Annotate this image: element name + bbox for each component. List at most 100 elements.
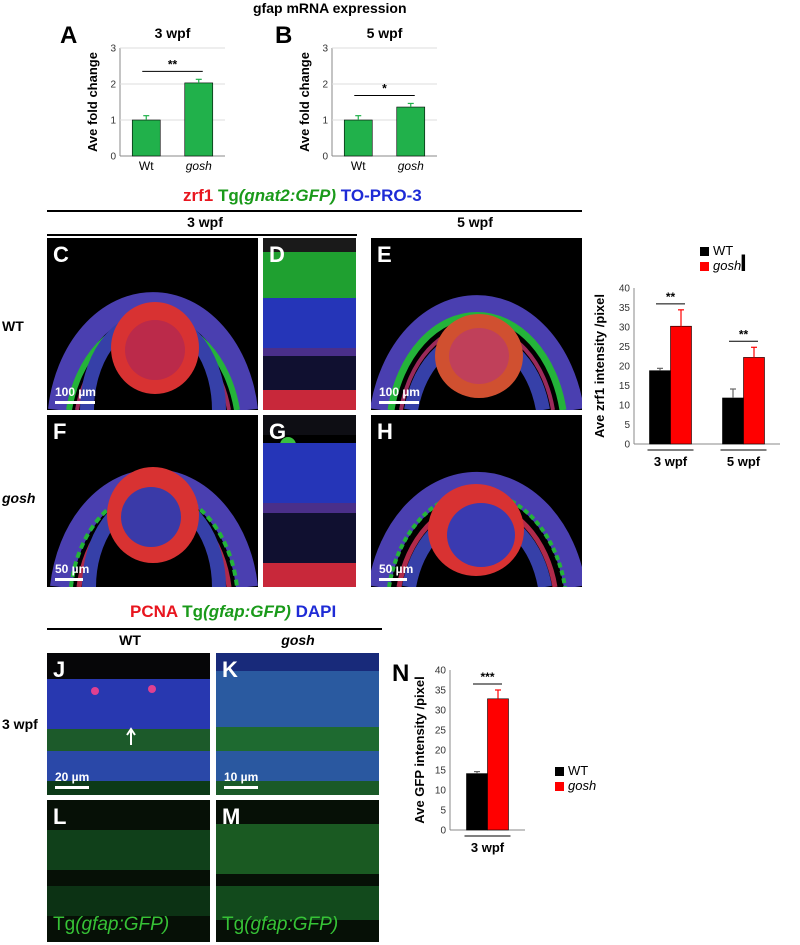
y-tick-label: 30 (435, 706, 447, 717)
y-tick-label: 2 (322, 80, 328, 91)
divider-line-3wpf (47, 234, 357, 236)
col-label-wt: WT (119, 632, 141, 648)
y-tick-label: 0 (624, 440, 630, 451)
y-tick-label: 20 (435, 746, 447, 757)
chart-title-a: 3 wpf (155, 25, 191, 41)
scale-text-f: 50 µm (55, 562, 90, 576)
legend-i: WT gosh (700, 243, 741, 273)
chart-title-b: 5 wpf (367, 25, 403, 41)
header-5wpf: 5 wpf (457, 214, 493, 230)
legend-n-gosh-label: gosh (568, 778, 597, 793)
stain-tg-2: Tg (182, 602, 204, 621)
overlay-m-tg: Tg (222, 914, 245, 935)
stain-topro: TO-PRO-3 (340, 186, 422, 205)
legend-i-wt: WT (700, 243, 741, 258)
overlay-label-l: Tg(gfap:GFP) (53, 914, 169, 936)
x-tick-label: 3 wpf (471, 840, 505, 855)
significance-marker: *** (480, 670, 494, 684)
bar (396, 106, 426, 157)
y-tick-label: 5 (440, 806, 446, 817)
divider-line-bottom (47, 628, 382, 630)
panel-label-d: D (269, 242, 285, 267)
y-tick-label: 25 (435, 726, 447, 737)
y-tick-label: 35 (619, 303, 631, 314)
overlay-label-m: Tg(gfap:GFP) (222, 914, 338, 936)
micrograph-f: F 50 µm (47, 415, 258, 587)
scale-text-e: 100 µm (379, 385, 420, 399)
bar (487, 698, 509, 831)
x-tick-label: gosh (186, 159, 212, 173)
scale-text-h: 50 µm (379, 562, 414, 576)
x-tick-label: 5 wpf (727, 454, 761, 469)
y-tick-label: 15 (435, 766, 447, 777)
y-tick-label: 1 (110, 116, 116, 127)
y-tick-label: 30 (619, 323, 631, 334)
bar (343, 119, 373, 157)
scale-bar-e (379, 401, 419, 404)
scale-bar-c (55, 401, 95, 404)
y-tick-label: 40 (435, 666, 447, 677)
y-tick-label: 0 (110, 152, 116, 163)
row-label-gosh: gosh (2, 490, 36, 506)
legend-i-gosh-label: gosh (713, 258, 742, 273)
bar (184, 82, 214, 157)
bar (649, 370, 671, 445)
row-label-3wpf: 3 wpf (2, 716, 38, 732)
x-tick-label: Wt (351, 159, 366, 173)
y-tick-label: 0 (440, 826, 446, 837)
micrograph-c: C 100 µm (47, 238, 258, 410)
legend-i-gosh: gosh (700, 258, 741, 273)
bar (722, 397, 744, 445)
stain-gnat2: (gnat2:GFP) (238, 186, 337, 205)
y-tick-label: 2 (110, 80, 116, 91)
panel-label-j: J (53, 657, 66, 682)
significance-marker: * (382, 81, 387, 95)
panel-label-k: K (222, 657, 238, 682)
panel-label-m: M (222, 804, 241, 829)
scale-text-k: 10 µm (224, 770, 259, 784)
y-axis-label-n: Ave GFP intensity /pixel (412, 676, 427, 823)
divider-line-top (47, 210, 582, 212)
x-tick-label: 3 wpf (654, 454, 688, 469)
y-tick-label: 1 (322, 116, 328, 127)
stain-tg: Tg (217, 186, 239, 205)
micrograph-d: D (263, 238, 356, 410)
x-tick-label: gosh (398, 159, 424, 173)
y-axis-label-i: Ave zrf1 intensity /pixel (592, 294, 607, 438)
col-label-gosh: gosh (281, 632, 315, 648)
stain-zrf1: zrf1 (183, 186, 214, 205)
stain-dapi: DAPI (295, 602, 337, 621)
bar (466, 773, 488, 831)
bar (131, 119, 161, 157)
chart-i: 0 5 10 15 20 25 30 35 40 Ave zrf1 intensity /pixe… (592, 284, 780, 469)
panel-label-i: I (740, 250, 747, 277)
y-tick-label: 0 (322, 152, 328, 163)
panel-label-b: B (275, 22, 293, 49)
legend-n-wt: WT (555, 763, 596, 778)
scale-bar-h (379, 578, 407, 581)
bar (743, 357, 765, 445)
stain-header-retina: zrf1 Tg(gnat2:GFP) TO-PRO-3 (183, 186, 422, 206)
y-tick-label: 20 (619, 362, 631, 373)
figure-title: gfap mRNA expression (253, 0, 407, 16)
panel-label-h: H (377, 419, 393, 444)
y-tick-label: 15 (619, 381, 631, 392)
chart-n: 0 5 10 15 20 25 30 35 40 Ave GFP intensity /pixel… (412, 666, 525, 855)
significance-marker: ** (739, 327, 749, 341)
legend-n-wt-label: WT (568, 763, 589, 778)
x-tick-label: Wt (139, 159, 154, 173)
panel-label-a: A (60, 22, 78, 49)
stain-pcna: PCNA (130, 602, 178, 621)
y-tick-label: 40 (619, 284, 631, 295)
panel-label-e: E (377, 242, 392, 267)
micrograph-m: M Tg(gfap:GFP) (216, 800, 379, 942)
micrograph-g: G (263, 415, 356, 587)
y-tick-label: 25 (619, 342, 631, 353)
bar (670, 325, 692, 445)
overlay-l-gfap: (gfap:GFP) (75, 914, 170, 935)
y-tick-label: 35 (435, 686, 447, 697)
micrograph-l: L Tg(gfap:GFP) (47, 800, 210, 942)
overlay-m-gfap: (gfap:GFP) (244, 914, 339, 935)
panel-label-g: G (269, 419, 287, 444)
header-3wpf: 3 wpf (187, 214, 223, 230)
